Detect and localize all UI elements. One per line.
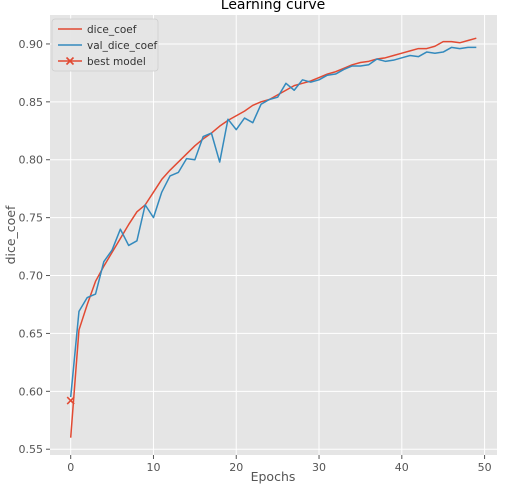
y-tick-label: 0.70: [19, 270, 44, 283]
series-line-val-dice-coef: [69, 46, 477, 398]
x-axis-ticks: 0 10 20 30 40 50: [67, 455, 492, 474]
x-tick-label: 20: [229, 461, 243, 474]
marker-layer: [66, 396, 75, 405]
x-tick-label: 10: [146, 461, 160, 474]
x-tick-label: 50: [478, 461, 492, 474]
legend: dice_coef val_dice_coef best model: [51, 18, 159, 72]
x-marker-stroke: [66, 396, 75, 405]
legend-best-model-marker: [65, 56, 75, 66]
series-line-dice-coef: [69, 37, 477, 438]
y-tick-label: 0.55: [19, 443, 44, 456]
best-model-marker: [66, 396, 75, 405]
series-layer: [69, 37, 477, 438]
chart-title: Learning curve: [221, 0, 325, 13]
y-tick-label: 0.65: [19, 327, 44, 340]
legend-label-val-dice-coef: val_dice_coef: [87, 40, 158, 52]
x-tick-label: 40: [395, 461, 409, 474]
x-tick-label: 0: [67, 461, 74, 474]
grid-lines: [50, 15, 497, 455]
x-marker-stroke: [65, 56, 75, 66]
y-axis-ticks: 0.55 0.60 0.65 0.70 0.75 0.80 0.85 0.90: [19, 38, 50, 456]
y-tick-label: 0.75: [19, 212, 44, 225]
legend-label-dice-coef: dice_coef: [87, 24, 137, 36]
legend-label-best-model: best model: [87, 56, 146, 68]
x-tick-label: 30: [312, 461, 326, 474]
y-tick-label: 0.60: [19, 385, 44, 398]
legend-box: [51, 18, 159, 72]
y-axis-label: dice_coef: [3, 205, 18, 264]
y-tick-label: 0.85: [19, 96, 44, 109]
legend-x-marker: [65, 56, 75, 66]
x-axis-label: Epochs: [251, 469, 296, 484]
y-tick-label: 0.90: [19, 38, 44, 51]
plot-area: [50, 15, 497, 455]
y-tick-label: 0.80: [19, 154, 44, 167]
